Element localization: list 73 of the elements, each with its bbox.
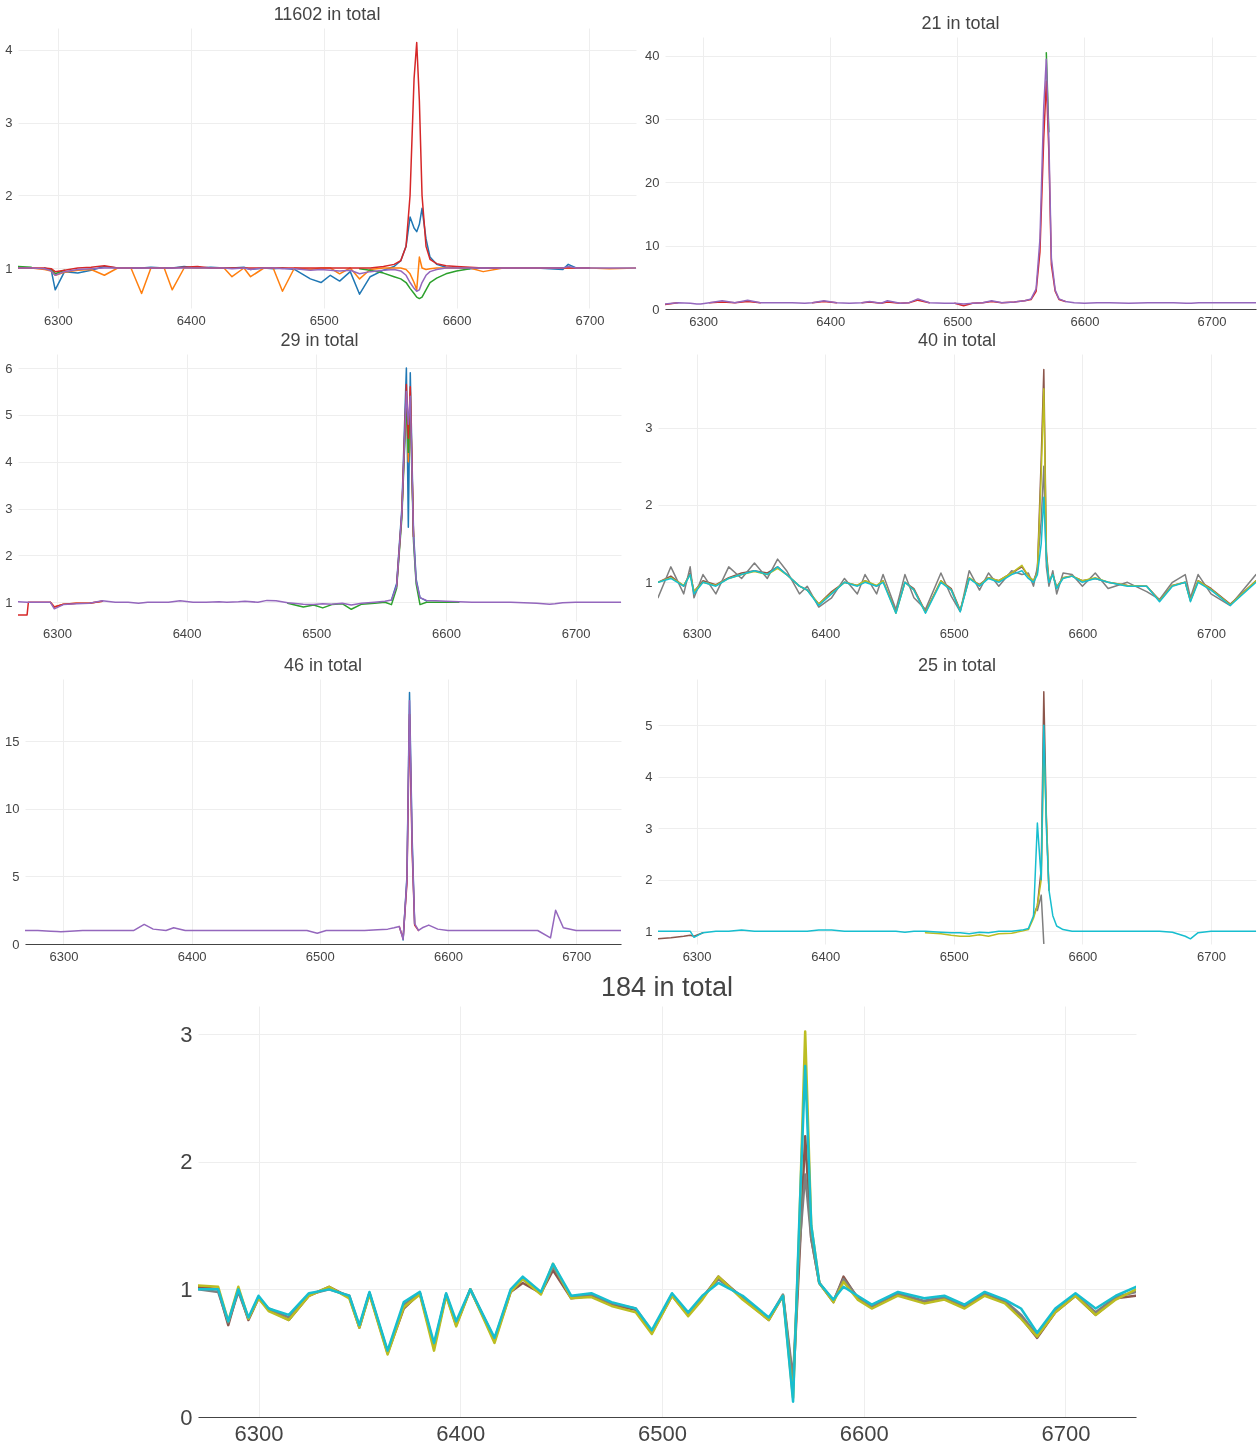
x-tick-label: 6600 [1068, 948, 1098, 964]
x-tick-label: 6500 [302, 625, 332, 641]
y-tick-label: 0 [12, 936, 20, 952]
y-tick-label: 6 [5, 360, 13, 376]
x-tick-label: 6500 [943, 313, 973, 329]
x-tick-label: 6700 [562, 948, 592, 964]
y-tick-label: 3 [645, 420, 653, 436]
y-tick-label: 4 [5, 42, 13, 58]
x-tick-label: 6400 [176, 312, 206, 328]
y-tick-label: 1 [5, 594, 13, 610]
x-tick-label: 6400 [177, 948, 207, 964]
x-tick-label: 6600 [1068, 625, 1098, 641]
x-tick-label: 6700 [1197, 948, 1226, 964]
y-tick-label: 1 [645, 923, 653, 939]
y-tick-label: 2 [645, 872, 653, 888]
y-tick-label: 2 [645, 497, 653, 513]
y-tick-label: 0 [652, 301, 660, 317]
y-tick-label: 2 [5, 187, 13, 203]
x-tick-label: 6300 [682, 625, 712, 641]
y-tick-label: 40 [645, 48, 660, 64]
x-tick-label: 6700 [575, 312, 605, 328]
y-tick-label: 3 [180, 1021, 193, 1047]
x-tick-label: 6400 [172, 625, 202, 641]
x-tick-label: 6300 [682, 948, 712, 964]
x-tick-label: 6300 [42, 625, 72, 641]
chart-title: 184 in total [600, 972, 734, 1002]
x-tick-label: 6300 [49, 948, 79, 964]
x-tick-label: 6500 [309, 312, 339, 328]
y-tick-label: 4 [645, 769, 653, 785]
x-tick-label: 6300 [689, 313, 719, 329]
y-tick-label: 1 [645, 574, 653, 590]
y-tick-label: 10 [5, 801, 20, 817]
x-tick-label: 6600 [442, 312, 472, 328]
y-tick-label: 0 [180, 1404, 193, 1430]
chart-title: 29 in total [280, 330, 359, 350]
x-tick-label: 6400 [811, 948, 841, 964]
y-tick-label: 2 [180, 1149, 193, 1175]
x-tick-label: 6500 [939, 948, 969, 964]
x-tick-label: 6300 [234, 1420, 284, 1446]
x-tick-label: 6600 [434, 948, 463, 964]
y-tick-label: 5 [645, 717, 653, 733]
x-tick-label: 6500 [305, 948, 335, 964]
chart-title: 25 in total [917, 655, 997, 675]
chart-title: 46 in total [283, 655, 363, 675]
y-tick-label: 20 [645, 174, 660, 190]
x-tick-label: 6600 [839, 1420, 889, 1446]
x-tick-label: 6500 [939, 625, 969, 641]
y-tick-label: 2 [5, 547, 13, 563]
y-tick-label: 15 [5, 733, 20, 749]
chart-title: 11602 in total [273, 4, 381, 24]
x-tick-label: 6700 [1197, 313, 1227, 329]
y-tick-label: 1 [180, 1276, 193, 1302]
x-tick-label: 6600 [431, 625, 461, 641]
x-tick-label: 6700 [1041, 1420, 1091, 1446]
x-tick-label: 6400 [811, 625, 841, 641]
y-tick-label: 3 [5, 501, 13, 517]
x-tick-label: 6400 [436, 1420, 486, 1446]
x-tick-label: 6500 [637, 1420, 687, 1446]
y-tick-label: 3 [5, 115, 13, 131]
y-tick-label: 30 [645, 111, 660, 127]
chart-title: 40 in total [917, 330, 997, 350]
y-tick-label: 1 [5, 260, 13, 276]
y-tick-label: 5 [5, 407, 13, 423]
y-tick-label: 5 [12, 868, 20, 884]
chart-title: 21 in total [921, 13, 1000, 33]
y-tick-label: 3 [645, 820, 653, 836]
y-tick-label: 4 [5, 454, 13, 470]
y-tick-label: 10 [645, 238, 660, 254]
x-tick-label: 6400 [816, 313, 846, 329]
x-tick-label: 6700 [1197, 625, 1226, 641]
x-tick-label: 6300 [43, 312, 73, 328]
x-tick-label: 6700 [561, 625, 591, 641]
x-tick-label: 6600 [1070, 313, 1100, 329]
